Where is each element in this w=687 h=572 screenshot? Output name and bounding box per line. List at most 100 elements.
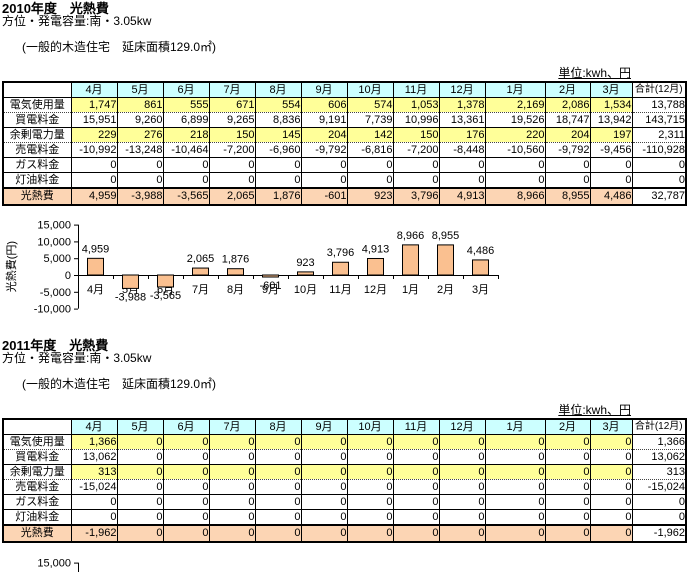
value-cell[interactable]: 0 — [589, 172, 633, 189]
value-cell[interactable]: -6,816 — [346, 142, 394, 158]
value-cell[interactable]: 0 — [544, 524, 591, 543]
value-cell[interactable]: 0 — [438, 172, 486, 189]
value-cell[interactable]: 0 — [162, 509, 210, 526]
value-cell[interactable]: 0 — [300, 449, 348, 465]
total-cell[interactable]: -110,928 — [631, 142, 687, 158]
value-cell[interactable]: 0 — [208, 157, 256, 173]
value-cell[interactable]: 2,086 — [544, 97, 591, 113]
value-cell[interactable]: 1,876 — [254, 187, 302, 206]
row-label-cell[interactable]: 余剰電力量 — [2, 464, 72, 480]
value-cell[interactable]: 0 — [70, 494, 118, 510]
column-header-month[interactable]: 12月 — [438, 419, 486, 435]
value-cell[interactable]: -15,024 — [70, 479, 118, 495]
value-cell[interactable]: -7,200 — [208, 142, 256, 158]
row-label-cell[interactable]: 余剰電力量 — [2, 127, 72, 143]
value-cell[interactable]: 0 — [116, 479, 164, 495]
value-cell[interactable]: 1,378 — [438, 97, 486, 113]
total-cell[interactable]: 0 — [631, 509, 687, 526]
value-cell[interactable]: 197 — [589, 127, 633, 143]
column-header-month[interactable]: 9月 — [300, 419, 348, 435]
value-cell[interactable]: 220 — [484, 127, 546, 143]
value-cell[interactable]: 0 — [438, 157, 486, 173]
value-cell[interactable]: 276 — [116, 127, 164, 143]
value-cell[interactable]: 0 — [589, 509, 633, 526]
value-cell[interactable]: 4,959 — [70, 187, 118, 206]
column-header-month[interactable]: 5月 — [116, 419, 164, 435]
value-cell[interactable]: 0 — [484, 157, 546, 173]
row-label-cell[interactable]: 灯油料金 — [2, 172, 72, 189]
value-cell[interactable]: 0 — [208, 434, 256, 450]
value-cell[interactable]: 555 — [162, 97, 210, 113]
value-cell[interactable]: 0 — [300, 479, 348, 495]
value-cell[interactable]: 204 — [300, 127, 348, 143]
value-cell[interactable]: 0 — [484, 434, 546, 450]
value-cell[interactable]: 9,265 — [208, 112, 256, 128]
value-cell[interactable]: -9,456 — [589, 142, 633, 158]
value-cell[interactable]: -10,560 — [484, 142, 546, 158]
value-cell[interactable]: 0 — [116, 509, 164, 526]
value-cell[interactable]: 0 — [589, 479, 633, 495]
value-cell[interactable]: 0 — [438, 524, 486, 543]
column-header-month[interactable]: 11月 — [392, 419, 440, 435]
value-cell[interactable]: 0 — [162, 464, 210, 480]
value-cell[interactable]: 0 — [208, 509, 256, 526]
row-label-cell[interactable]: 光熱費 — [2, 187, 72, 206]
value-cell[interactable]: 0 — [392, 172, 440, 189]
value-cell[interactable]: 0 — [116, 172, 164, 189]
value-cell[interactable]: 0 — [162, 434, 210, 450]
value-cell[interactable]: 2,169 — [484, 97, 546, 113]
column-header-month[interactable]: 5月 — [116, 82, 164, 98]
value-cell[interactable]: 0 — [254, 524, 302, 543]
value-cell[interactable]: 13,942 — [589, 112, 633, 128]
value-cell[interactable]: -9,792 — [544, 142, 591, 158]
column-header-total[interactable]: 合計(12月) — [631, 419, 687, 435]
value-cell[interactable]: 0 — [254, 157, 302, 173]
value-cell[interactable]: 1,366 — [70, 434, 118, 450]
value-cell[interactable]: 0 — [254, 434, 302, 450]
value-cell[interactable]: 4,486 — [589, 187, 633, 206]
value-cell[interactable]: 0 — [544, 157, 591, 173]
value-cell[interactable]: 0 — [300, 157, 348, 173]
value-cell[interactable]: 0 — [208, 494, 256, 510]
utility-cost-table-2010[interactable]: 4月 5月 6月 7月 8月 9月 10月 11月 12月 1月 2月 3月 合計(12月) 電気使用量 1… — [2, 81, 687, 206]
value-cell[interactable]: 0 — [300, 524, 348, 543]
value-cell[interactable]: 0 — [438, 479, 486, 495]
value-cell[interactable]: 8,966 — [484, 187, 546, 206]
value-cell[interactable]: 9,260 — [116, 112, 164, 128]
row-label-cell[interactable]: ガス料金 — [2, 157, 72, 173]
value-cell[interactable]: -1,962 — [70, 524, 118, 543]
value-cell[interactable]: 7,739 — [346, 112, 394, 128]
value-cell[interactable]: 0 — [116, 449, 164, 465]
value-cell[interactable]: 0 — [254, 172, 302, 189]
value-cell[interactable]: 0 — [346, 509, 394, 526]
value-cell[interactable]: 1,053 — [392, 97, 440, 113]
value-cell[interactable]: 0 — [346, 157, 394, 173]
value-cell[interactable]: 0 — [544, 449, 591, 465]
value-cell[interactable]: 0 — [589, 524, 633, 543]
value-cell[interactable]: 19,526 — [484, 112, 546, 128]
column-header-month[interactable]: 10月 — [346, 82, 394, 98]
value-cell[interactable]: 0 — [300, 172, 348, 189]
value-cell[interactable]: 0 — [70, 157, 118, 173]
value-cell[interactable]: 1,747 — [70, 97, 118, 113]
column-header-month[interactable]: 1月 — [484, 82, 546, 98]
value-cell[interactable]: 8,955 — [544, 187, 591, 206]
total-cell[interactable]: 1,366 — [631, 434, 687, 450]
value-cell[interactable]: 2,065 — [208, 187, 256, 206]
row-label-cell[interactable]: 光熱費 — [2, 524, 72, 543]
value-cell[interactable]: 0 — [484, 464, 546, 480]
value-cell[interactable]: -7,200 — [392, 142, 440, 158]
value-cell[interactable]: 0 — [254, 464, 302, 480]
value-cell[interactable]: 150 — [392, 127, 440, 143]
value-cell[interactable]: 204 — [544, 127, 591, 143]
total-cell[interactable]: 13,788 — [631, 97, 687, 113]
value-cell[interactable]: 0 — [300, 434, 348, 450]
row-label-cell[interactable]: 売電料金 — [2, 479, 72, 495]
value-cell[interactable]: -6,960 — [254, 142, 302, 158]
column-header-month[interactable]: 10月 — [346, 419, 394, 435]
column-header-month[interactable]: 3月 — [589, 419, 633, 435]
value-cell[interactable]: 0 — [392, 524, 440, 543]
value-cell[interactable]: 0 — [484, 172, 546, 189]
row-label-cell[interactable]: 買電料金 — [2, 112, 72, 128]
